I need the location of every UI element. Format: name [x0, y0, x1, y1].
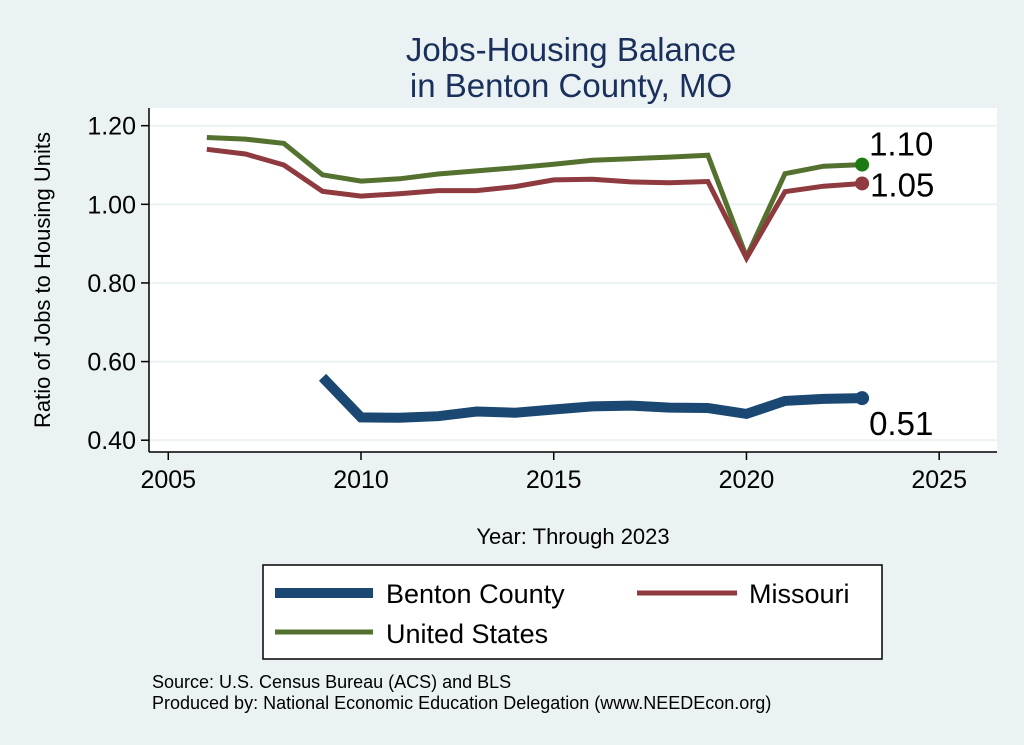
series-line-benton — [318, 373, 863, 423]
grid-lines — [149, 124, 997, 442]
legend: Benton County Missouri United States — [262, 564, 883, 660]
legend-box — [262, 564, 883, 660]
end-markers — [855, 157, 870, 406]
end-marker-missouri — [855, 176, 870, 191]
x-tick-label-2025: 2025 — [911, 466, 967, 494]
series-lines — [206, 135, 863, 423]
end-marker-benton — [855, 391, 870, 406]
chart-title-line-1: Jobs-Housing Balance — [406, 31, 736, 68]
y-tick-label-0.80: 0.80 — [87, 270, 136, 298]
end-label-missouri: 1.05 — [870, 166, 934, 203]
series-line-missouri — [206, 146, 863, 264]
y-tick-label-1.00: 1.00 — [87, 191, 136, 219]
legend-label-missouri: Missouri — [749, 579, 850, 609]
legend-label-benton: Benton County — [386, 579, 565, 609]
y-tick-label-0.40: 0.40 — [87, 427, 136, 455]
chart-title-line-2: in Benton County, MO — [410, 67, 732, 104]
x-axis-label: Year: Through 2023 — [476, 524, 669, 549]
y-tick-label-1.20: 1.20 — [87, 113, 136, 141]
axes: 0.40 0.60 0.80 1.00 1.20 2005 2010 2015 2020 2025 — [87, 108, 997, 494]
end-label-benton: 0.51 — [869, 405, 933, 442]
producer-note: Produced by: National Economic Education… — [152, 693, 771, 713]
x-tick-label-2010: 2010 — [333, 466, 389, 494]
end-labels: 0.51 1.051.10 — [869, 126, 934, 443]
source-note: Source: U.S. Census Bureau (ACS) and BLS — [152, 672, 511, 692]
x-tick-label-2020: 2020 — [719, 466, 775, 494]
y-axis-label: Ratio of Jobs to Housing Units — [30, 132, 55, 428]
y-tick-label-0.60: 0.60 — [87, 349, 136, 377]
end-label-us: 1.10 — [869, 126, 933, 163]
x-tick-label-2005: 2005 — [140, 466, 196, 494]
x-tick-label-2015: 2015 — [526, 466, 582, 494]
end-marker-us — [855, 157, 870, 172]
legend-label-us: United States — [386, 619, 548, 649]
